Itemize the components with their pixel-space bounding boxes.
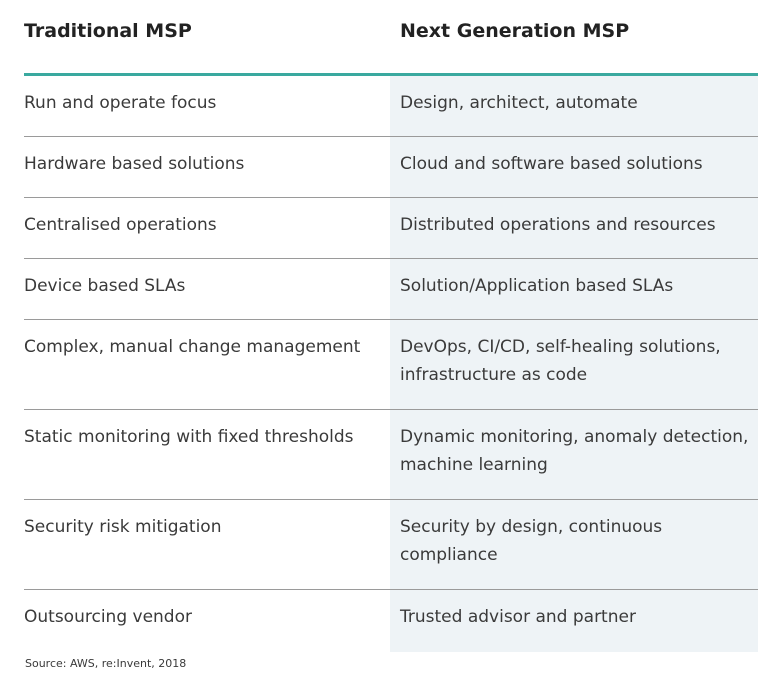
table-row: Centralised operations Distributed opera… bbox=[24, 198, 758, 259]
traditional-cell: Complex, manual change management bbox=[24, 337, 361, 357]
traditional-cell: Outsourcing vendor bbox=[24, 607, 192, 627]
table-row: Run and operate focus Design, architect,… bbox=[24, 76, 758, 137]
next-gen-cell: Trusted advisor and partner bbox=[390, 590, 758, 652]
table-row: Static monitoring with fixed thresholds … bbox=[24, 410, 758, 500]
header-next-generation-msp: Next Generation MSP bbox=[400, 20, 630, 42]
next-gen-cell: DevOps, CI/CD, self-healing solutions, i… bbox=[390, 320, 758, 409]
table-row: Security risk mitigation Security by des… bbox=[24, 500, 758, 590]
next-gen-cell: Solution/Application based SLAs bbox=[390, 259, 758, 319]
table-row: Hardware based solutions Cloud and softw… bbox=[24, 137, 758, 198]
next-gen-cell: Design, architect, automate bbox=[390, 76, 758, 136]
traditional-cell: Run and operate focus bbox=[24, 93, 217, 113]
traditional-cell: Centralised operations bbox=[24, 215, 217, 235]
comparison-table: Traditional MSP Next Generation MSP Run … bbox=[24, 0, 758, 652]
traditional-cell: Device based SLAs bbox=[24, 276, 186, 296]
traditional-cell: Security risk mitigation bbox=[24, 517, 222, 537]
next-gen-cell: Distributed operations and resources bbox=[390, 198, 758, 258]
table-header-row: Traditional MSP Next Generation MSP bbox=[24, 0, 758, 76]
next-gen-cell: Security by design, continuous complianc… bbox=[390, 500, 758, 589]
traditional-cell: Static monitoring with fixed thresholds bbox=[24, 427, 354, 447]
header-traditional-msp: Traditional MSP bbox=[24, 20, 192, 42]
source-caption: Source: AWS, re:Invent, 2018 bbox=[25, 657, 187, 670]
table-row: Complex, manual change management DevOps… bbox=[24, 320, 758, 410]
table-row: Device based SLAs Solution/Application b… bbox=[24, 259, 758, 320]
table-row: Outsourcing vendor Trusted advisor and p… bbox=[24, 590, 758, 652]
next-gen-cell: Cloud and software based solutions bbox=[390, 137, 758, 197]
traditional-cell: Hardware based solutions bbox=[24, 154, 245, 174]
next-gen-cell: Dynamic monitoring, anomaly detection, m… bbox=[390, 410, 758, 499]
